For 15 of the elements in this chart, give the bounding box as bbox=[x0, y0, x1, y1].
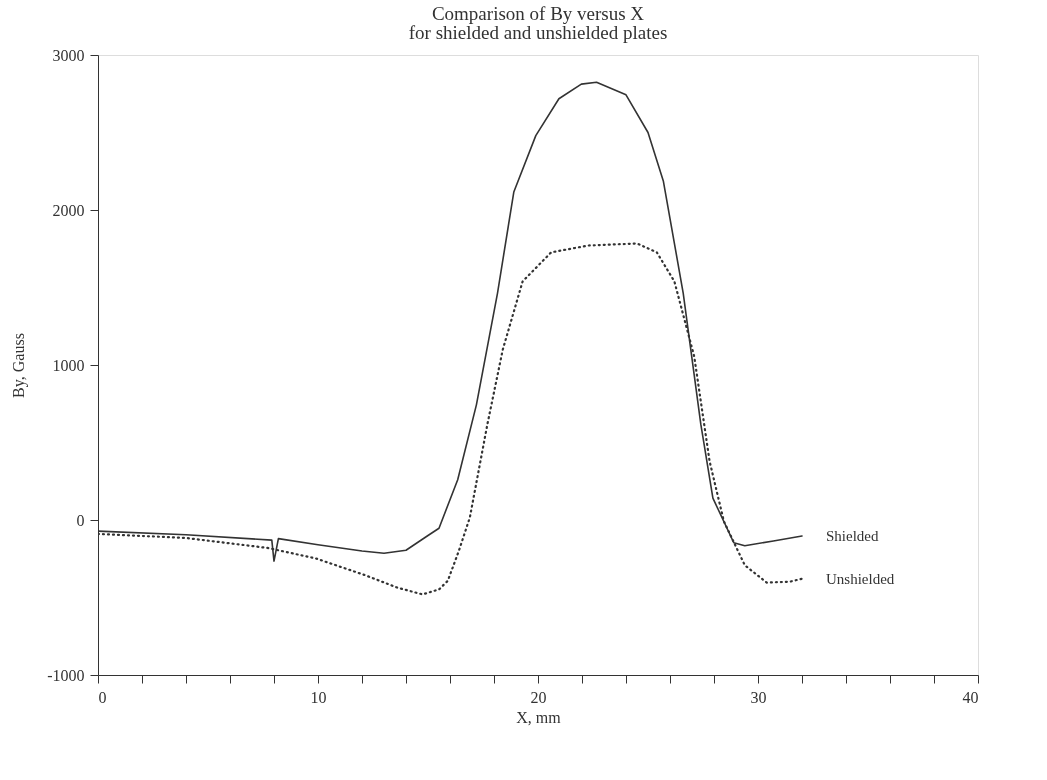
series-label: Shielded bbox=[826, 527, 879, 544]
y-tick-label: 1000 bbox=[52, 356, 85, 374]
y-tick-label: 0 bbox=[76, 511, 85, 529]
x-tick-label: 30 bbox=[750, 688, 767, 706]
x-tick-label: 20 bbox=[530, 688, 547, 706]
x-tick-label: 0 bbox=[98, 688, 107, 706]
series-label: Unshielded bbox=[826, 570, 895, 587]
chart-title: Comparison of By versus X bbox=[431, 3, 645, 24]
y-axis-title: By, Gauss bbox=[10, 333, 29, 398]
y-tick-label: 3000 bbox=[52, 46, 85, 64]
x-tick-label: 10 bbox=[310, 688, 327, 706]
x-tick-label: 40 bbox=[962, 688, 979, 706]
y-tick-label: 2000 bbox=[52, 201, 85, 219]
x-axis-title: X, mm bbox=[516, 708, 562, 726]
y-tick-label: -1000 bbox=[47, 666, 85, 684]
